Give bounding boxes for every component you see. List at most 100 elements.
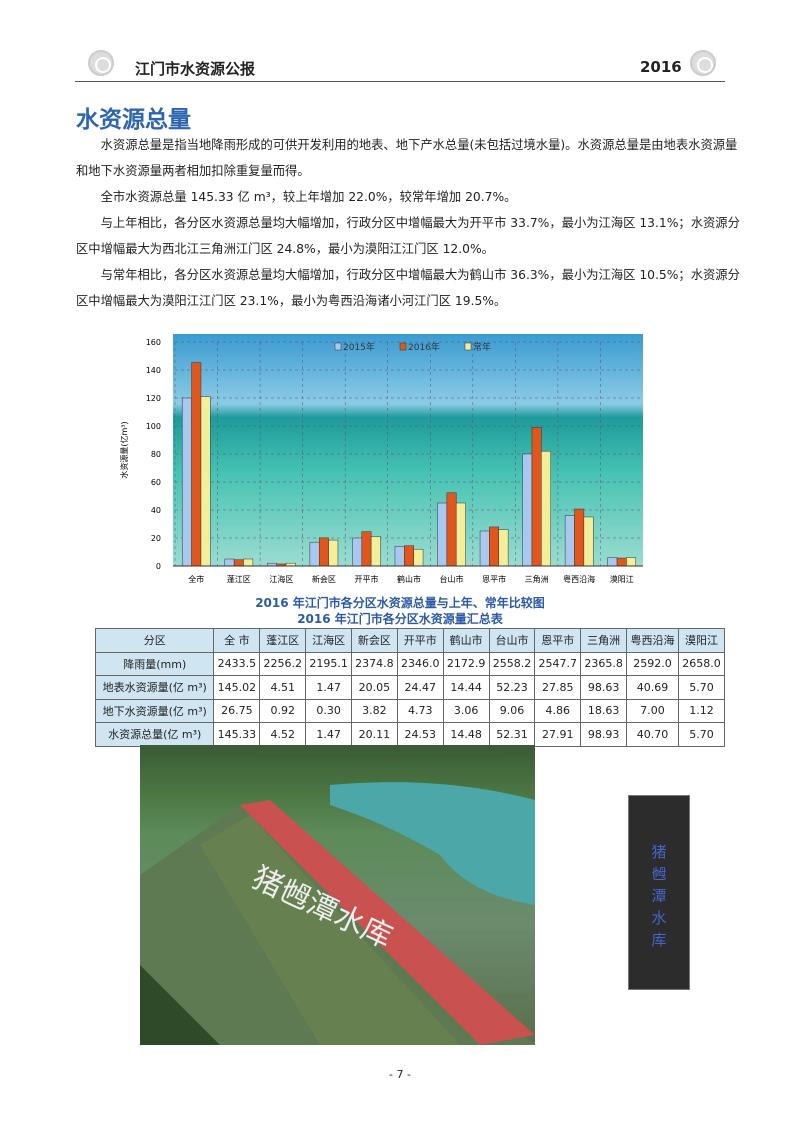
x-tick-label: 江海区 [269, 574, 293, 584]
table-cell: 5.70 [677, 722, 726, 747]
y-tick-label: 140 [146, 366, 161, 375]
bar-chart: 0 20 40 60 80 100 120 140 160 全市 蓬江区 江海区 新会区 开平市 鹤山市 台山… [119, 334, 643, 584]
table-cell: 2365.8 [580, 651, 628, 676]
table-cell: 7.00 [626, 698, 679, 723]
table-cell: 粤西沿海 [626, 628, 679, 653]
y-tick-label: 120 [146, 394, 161, 403]
y-tick-label: 40 [151, 506, 161, 515]
y-tick-label: 160 [146, 338, 161, 347]
table-cell: 14.44 [442, 675, 490, 700]
paragraph: 全市水资源总量 145.33 亿 m³，较上年增加 22.0%，较常年增加 20… [100, 190, 517, 204]
table-cell: 98.93 [580, 722, 628, 747]
x-tick-label: 漠阳江 [610, 574, 634, 584]
bar-2015年 [522, 453, 533, 567]
summary-table: 分区全 市蓬江区 江海区 新会区 开平市 鹤山市 台山市 恩平市 三角洲 粤西沿海 漠阳江 降雨量(… [94, 628, 726, 747]
bar-2016年 [616, 557, 627, 567]
y-tick-label: 60 [151, 478, 161, 487]
x-tick-label: 恩平市 [482, 574, 506, 584]
table-cell: 三角洲 [580, 628, 628, 653]
bar-常年 [328, 539, 339, 567]
paragraph: 与上年相比，各分区水资源总量均大幅增加，行政分区中增幅最大为开平市 33.7%，… [76, 216, 740, 256]
table-cell: 5.70 [677, 675, 726, 700]
bar-2015年 [352, 537, 363, 567]
table-cell: 地表水资源量(亿 m³) [94, 675, 215, 700]
table-cell: 降雨量(mm) [94, 651, 215, 676]
x-tick-label: 三角洲 [525, 574, 549, 584]
table-cell: 1.47 [305, 675, 352, 700]
photo-caption: 猪 乸 潭 水 库 [628, 795, 690, 990]
bar-常年 [583, 516, 594, 567]
x-tick-label: 蓬江区 [227, 574, 251, 584]
table-cell: 1.47 [305, 722, 352, 747]
header-year: 2016 [640, 58, 682, 76]
table-cell: 2256.2 [259, 651, 307, 676]
y-tick-label: 100 [146, 422, 161, 431]
table-cell: 0.92 [259, 698, 307, 723]
table-cell: 4.51 [259, 675, 307, 700]
legend-swatch [464, 342, 472, 351]
x-tick-label: 台山市 [440, 574, 464, 584]
reservoir-photo: 猪乸潭水库 [140, 745, 535, 1045]
bar-2015年 [224, 558, 235, 567]
caption-char: 猪 [651, 843, 667, 861]
table-title: 2016 年江门市各分区水资源量汇总表 [297, 612, 503, 626]
table-cell: 24.53 [396, 722, 444, 747]
table-cell: 20.11 [351, 722, 398, 747]
table-cell: 台山市 [488, 628, 536, 653]
table-cell: 2346.0 [396, 651, 444, 676]
bar-常年 [413, 548, 424, 567]
header-title: 江门市水资源公报 [135, 60, 256, 78]
x-tick-label: 全市 [188, 574, 204, 584]
table-cell: 4.86 [534, 698, 582, 723]
table-cell: 4.73 [396, 698, 444, 723]
bar-2015年 [437, 502, 448, 567]
bar-常年 [541, 450, 551, 567]
table-cell: 14.48 [442, 722, 490, 747]
bar-常年 [626, 557, 637, 567]
paragraph: 水资源总量是指当地降雨形成的可供开发利用的地表、地下产水总量(未包括过境水量)。… [76, 138, 738, 178]
bar-2016年 [531, 427, 542, 567]
table-cell: 52.23 [488, 675, 536, 700]
table-cell: 145.33 [213, 722, 261, 747]
bar-常年 [455, 502, 466, 567]
bar-2016年 [404, 545, 414, 567]
logo-icon [88, 50, 114, 76]
table-row: 水资源总量(亿 m³) 145.33 4.52 1.47 20.11 24.53 14.48… [94, 722, 726, 747]
caption-char: 库 [651, 931, 667, 949]
table-cell: 40.70 [626, 722, 679, 747]
table-cell: 26.75 [213, 698, 261, 723]
table-cell: 4.52 [259, 722, 307, 747]
table-cell: 水资源总量(亿 m³) [94, 722, 215, 747]
table-cell: 27.85 [534, 675, 582, 700]
table-cell: 江海区 [305, 628, 352, 653]
legend-label: 2015年 [343, 341, 375, 353]
bar-2015年 [309, 541, 320, 567]
bar-2015年 [607, 557, 618, 567]
page-number: - 7 - [389, 1068, 411, 1081]
legend-label: 常年 [473, 341, 491, 353]
plot-background [173, 334, 643, 566]
bar-2015年 [479, 530, 490, 567]
bar-2016年 [446, 492, 457, 567]
bar-常年 [243, 558, 254, 567]
table-cell: 2558.2 [488, 651, 536, 676]
caption-char: 乸 [651, 865, 667, 883]
paragraph: 与常年相比，各分区水资源总量均大幅增加，行政分区中增幅最大为鹤山市 36.3%，… [76, 268, 740, 308]
table-cell: 52.31 [488, 722, 536, 747]
bar-常年 [370, 536, 381, 567]
x-tick-label: 粤西沿海 [563, 574, 595, 584]
table-cell: 24.47 [396, 675, 444, 700]
table-cell: 地下水资源量(亿 m³) [94, 698, 215, 723]
table-cell: 1.12 [677, 698, 726, 723]
table-row: 地表水资源量(亿 m³) 145.02 4.51 1.47 20.05 24.47 14.4… [94, 675, 726, 700]
table-cell: 漠阳江 [677, 628, 726, 653]
y-tick-label: 20 [151, 534, 161, 543]
caption-char: 潭 [651, 887, 667, 905]
table-cell: 开平市 [396, 628, 444, 653]
table-cell: 98.63 [580, 675, 628, 700]
bar-2015年 [394, 546, 405, 567]
y-tick-label: 80 [151, 450, 161, 459]
table-cell: 新会区 [351, 628, 398, 653]
table-cell: 分区 [94, 628, 215, 653]
header-divider [75, 81, 725, 82]
